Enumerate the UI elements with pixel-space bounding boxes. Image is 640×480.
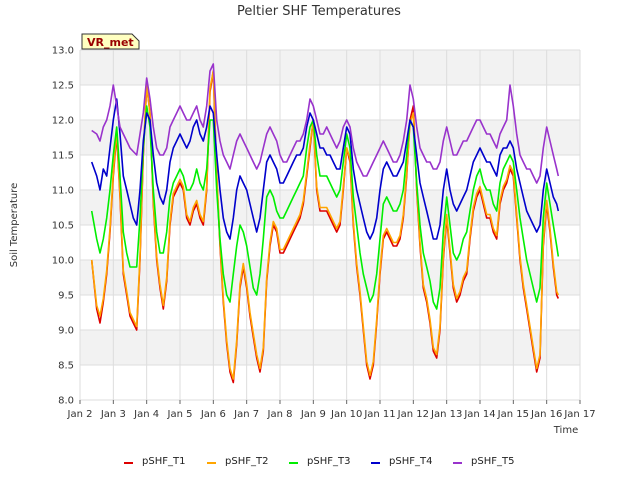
station-badge-box [81,33,140,50]
x-tick-label: Jan 3 [100,409,126,420]
y-axis-title: Soil Temperature [9,183,20,268]
x-tick-label: Jan 17 [563,409,595,420]
x-tick-label: Jan 4 [133,409,159,420]
axis-ticks: Jan 2 Jan 3 Jan 4 Jan 5 Jan 6 Jan 7 Jan 8 Jan 9… [52,46,596,421]
station-badge-label: VR_met [87,36,134,49]
y-tick-label: 10.0 [52,256,74,267]
y-tick-label: 11.5 [52,151,74,162]
legend-label-pSHF_T4: pSHF_T4 [389,456,432,467]
y-tick-label: 10.5 [52,221,74,232]
x-axis-title: Time [553,425,578,436]
legend-label-pSHF_T1: pSHF_T1 [142,456,185,467]
x-tick-label: Jan 13 [430,409,462,420]
x-tick-label: Jan 16 [530,409,562,420]
y-tick-label: 11.0 [52,186,74,197]
y-tick-label: 12.5 [52,81,74,92]
plot-band [80,120,580,155]
series-line-pSHF_T3 [90,105,560,310]
x-tick-label: Jan 2 [67,409,93,420]
x-tick-label: Jan 10 [330,409,362,420]
station-badge: VR_met [81,33,140,50]
x-tick-label: Jan 7 [233,409,259,420]
series-line-pSHF_T5 [91,63,560,184]
series-line-pSHF_T4 [90,98,560,240]
y-tick-label: 8.0 [58,396,74,407]
x-tick-label: Jan 12 [397,409,429,420]
legend: pSHF_T1 pSHF_T2 pSHF_T3 pSHF_T4 pSHF_T5 [124,456,514,467]
gridlines [79,49,581,401]
x-tick-label: Jan 5 [167,409,193,420]
x-tick-label: Jan 8 [267,409,293,420]
series-lines [90,63,560,384]
y-tick-label: 8.5 [58,361,74,372]
y-tick-label: 9.0 [58,326,74,337]
x-tick-label: Jan 6 [200,409,226,420]
plot-band [80,260,580,295]
x-tick-label: Jan 11 [363,409,395,420]
series-line-pSHF_T2 [90,70,560,380]
plot-band [80,330,580,365]
y-tick-label: 13.0 [52,46,74,57]
plot-band [80,50,580,85]
legend-label-pSHF_T3: pSHF_T3 [307,456,350,467]
legend-label-pSHF_T5: pSHF_T5 [471,456,514,467]
chart-title: Peltier SHF Temperatures [237,4,401,19]
y-tick-label: 12.0 [52,116,74,127]
x-tick-label: Jan 9 [300,409,326,420]
legend-label-pSHF_T2: pSHF_T2 [225,456,268,467]
x-tick-label: Jan 15 [497,409,529,420]
y-tick-label: 9.5 [58,291,74,302]
x-tick-label: Jan 14 [463,409,495,420]
